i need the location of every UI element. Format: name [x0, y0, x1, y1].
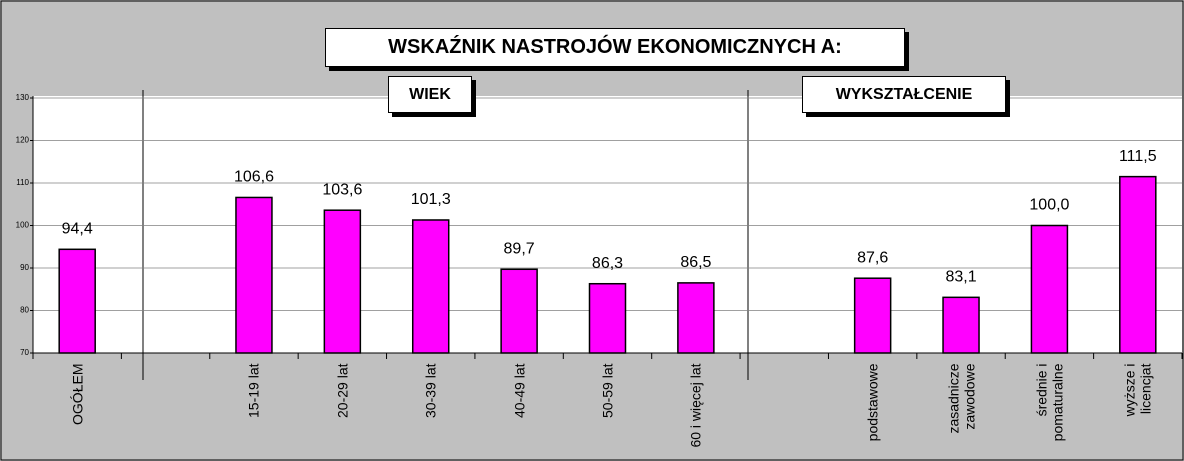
value-label: 106,6 — [234, 169, 274, 186]
value-label: 86,3 — [592, 255, 623, 272]
x-tick-label: 30-39 lat — [422, 363, 439, 418]
y-tick-label: 70 — [20, 348, 29, 357]
y-tick-label: 120 — [16, 136, 30, 145]
bar — [942, 296, 980, 354]
bar — [411, 219, 450, 354]
value-label: 103,6 — [322, 181, 362, 198]
value-label: 87,6 — [857, 249, 888, 266]
x-tick-label: 15-19 lat — [245, 363, 262, 418]
value-label: 89,7 — [504, 240, 535, 257]
x-tick-label: podstawowe — [864, 363, 881, 441]
bar — [588, 282, 627, 354]
bar — [1119, 175, 1157, 354]
y-tick-label: 100 — [16, 221, 30, 230]
x-tick-label: 50-59 lat — [599, 363, 616, 418]
x-tick-label: 60 i więcej lat — [687, 363, 704, 448]
group-label: WYKSZTAŁCENIE — [802, 76, 1006, 113]
value-label: 83,1 — [945, 269, 976, 286]
value-label: 86,5 — [680, 254, 711, 271]
x-tick-label: średnie i pomaturalne — [1033, 363, 1066, 441]
x-tick-label: OGÓŁEM — [69, 363, 86, 425]
value-label: 111,5 — [1119, 148, 1157, 165]
y-tick-label: 80 — [20, 306, 29, 315]
bar — [235, 196, 273, 354]
bar — [500, 268, 538, 354]
value-label: 100,0 — [1029, 197, 1069, 214]
group-label: WIEK — [388, 76, 472, 113]
value-label: 94,4 — [62, 221, 93, 238]
bar — [1030, 224, 1069, 354]
x-tick-label: 40-49 lat — [511, 363, 528, 418]
bar — [323, 209, 362, 354]
bar — [58, 248, 96, 354]
y-tick-label: 130 — [16, 93, 30, 102]
x-tick-label: zasadnicze zawodowe — [945, 363, 978, 434]
bar — [677, 282, 715, 354]
bar — [853, 277, 892, 354]
y-tick-label: 90 — [20, 263, 29, 272]
chart-title: WSKAŹNIK NASTROJÓW EKONOMICZNYCH A: — [325, 28, 905, 67]
value-label: 101,3 — [411, 191, 451, 208]
y-tick-label: 110 — [16, 178, 29, 187]
x-tick-label: 20-29 lat — [334, 363, 351, 418]
x-tick-label: wyższe i licencjat — [1121, 363, 1154, 416]
